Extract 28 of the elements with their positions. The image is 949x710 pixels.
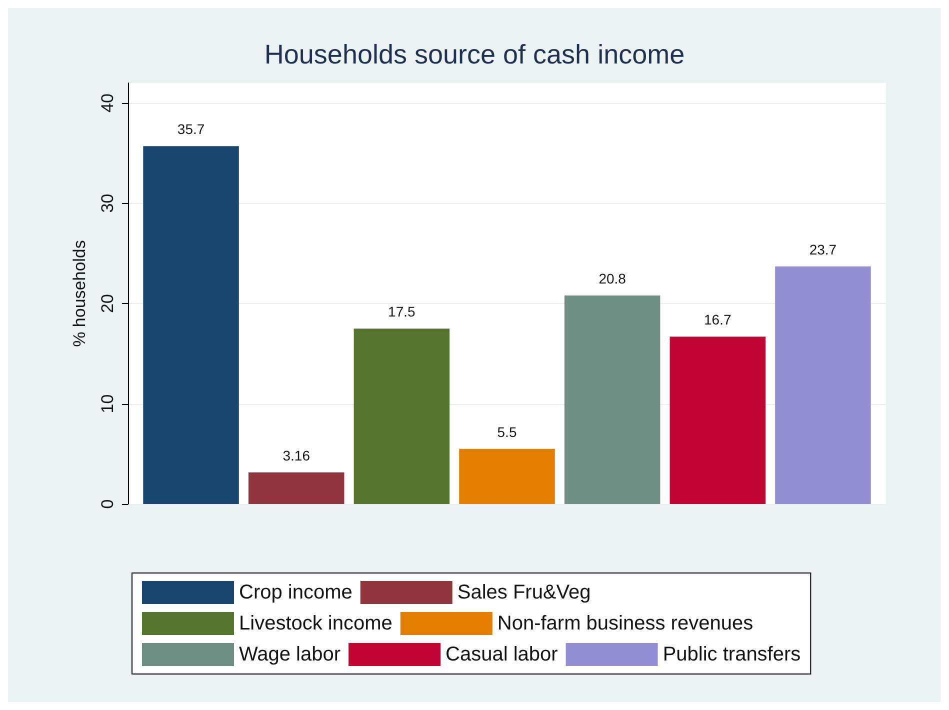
data-label: 20.8	[598, 270, 626, 287]
data-label: 5.5	[497, 424, 517, 440]
data-label: 35.7	[177, 121, 205, 138]
bar	[248, 472, 344, 504]
y-tick-label: 40	[98, 94, 117, 113]
legend-label: Sales Fru&Veg	[457, 582, 591, 604]
bar	[564, 296, 660, 504]
legend-label: Casual labor	[446, 644, 558, 666]
chart-title: Households source of cash income	[264, 40, 685, 70]
bar	[143, 146, 239, 504]
bar	[670, 336, 766, 504]
legend-label: Non-farm business revenues	[497, 612, 754, 634]
data-label: 23.7	[809, 241, 837, 258]
legend-label: Public transfers	[662, 644, 801, 666]
legend-label: Livestock income	[239, 612, 392, 634]
data-label: 3.16	[282, 447, 310, 464]
bar	[775, 266, 871, 504]
data-label: 17.5	[388, 304, 416, 320]
y-tick-label: 20	[98, 294, 117, 313]
y-tick-label: 0	[98, 499, 117, 509]
y-tick-label: 10	[98, 394, 117, 414]
bar	[459, 448, 555, 504]
y-tick-label: 30	[98, 194, 117, 213]
bar	[354, 328, 450, 504]
data-label: 16.7	[704, 312, 732, 328]
legend-label: Wage labor	[239, 644, 341, 666]
legend-label: Crop income	[239, 582, 352, 604]
y-axis-title: % households	[70, 240, 89, 347]
